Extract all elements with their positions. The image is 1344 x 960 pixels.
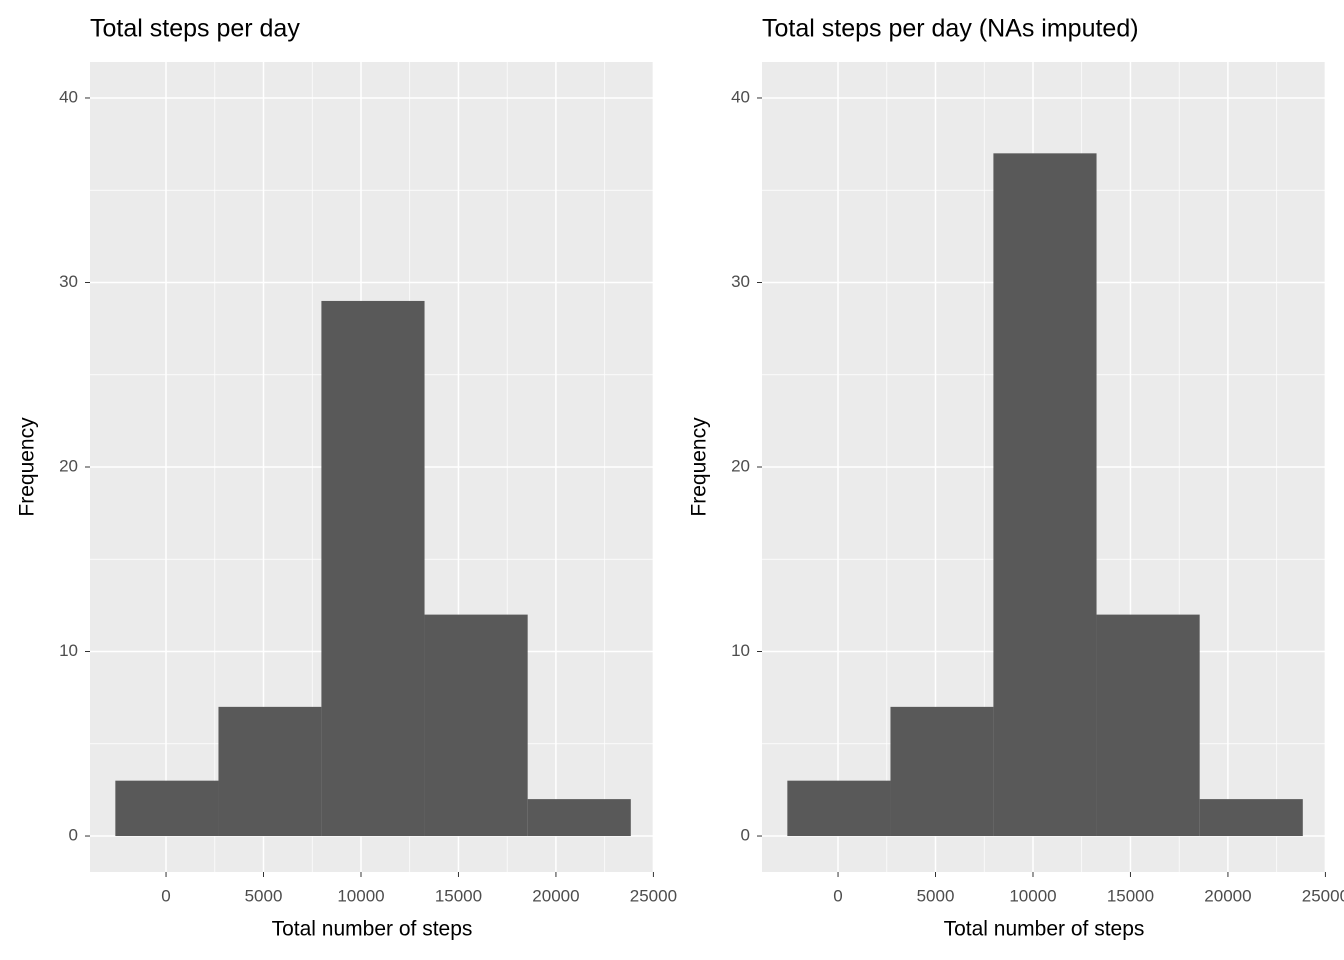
y-axis-title: Frequency — [16, 417, 39, 517]
bar — [424, 614, 528, 837]
bar — [787, 780, 891, 837]
x-tick-label: 0 — [833, 886, 842, 905]
x-tick-label: 10000 — [337, 886, 384, 905]
y-tick-label: 40 — [731, 87, 750, 106]
bar — [218, 706, 322, 837]
x-axis-title: Total number of steps — [272, 918, 473, 941]
y-tick-label: 10 — [59, 641, 78, 660]
y-tick-label: 0 — [69, 826, 78, 845]
y-tick-label: 20 — [59, 456, 78, 475]
bar — [1096, 614, 1200, 837]
bar — [115, 780, 219, 837]
x-tick-label: 15000 — [1107, 886, 1154, 905]
y-tick-label: 30 — [731, 272, 750, 291]
y-tick-label: 40 — [59, 87, 78, 106]
bar — [993, 153, 1097, 837]
x-tick-label: 25000 — [630, 886, 677, 905]
bar — [527, 799, 631, 837]
x-tick-label: 5000 — [245, 886, 283, 905]
y-tick-label: 0 — [741, 826, 750, 845]
bar — [1199, 799, 1303, 837]
x-tick-label: 25000 — [1302, 886, 1344, 905]
x-tick-label: 10000 — [1009, 886, 1056, 905]
x-tick-label: 20000 — [532, 886, 579, 905]
y-axis-title: Frequency — [688, 417, 711, 517]
y-tick-label: 20 — [731, 456, 750, 475]
y-tick-label: 30 — [59, 272, 78, 291]
x-tick-label: 0 — [161, 886, 170, 905]
x-tick-label: 5000 — [917, 886, 955, 905]
chart-title: Total steps per day — [90, 15, 300, 43]
x-axis-title: Total number of steps — [944, 918, 1145, 941]
chart-title: Total steps per day (NAs imputed) — [762, 15, 1139, 43]
y-tick-label: 10 — [731, 641, 750, 660]
bar — [321, 300, 425, 837]
x-tick-label: 15000 — [435, 886, 482, 905]
bar — [890, 706, 994, 837]
x-tick-label: 20000 — [1204, 886, 1251, 905]
